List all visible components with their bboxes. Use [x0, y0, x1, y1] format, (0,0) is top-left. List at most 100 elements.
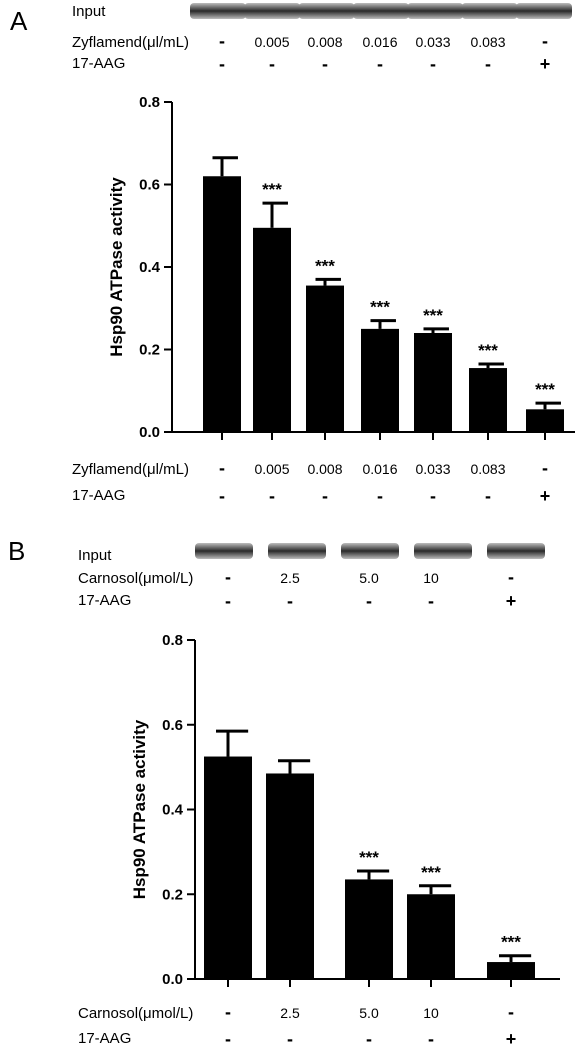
significance-marker: *** [359, 848, 379, 867]
y-tick-label: 0.8 [139, 94, 160, 111]
top-inhibitor-value: - [485, 54, 491, 74]
bottom-inhibitor-value: - [287, 1029, 293, 1049]
panel-letter: A [10, 6, 28, 36]
bar [306, 285, 344, 432]
top-treatment-value: - [542, 31, 548, 51]
y-tick-label: 0.6 [162, 717, 183, 734]
input-band [516, 3, 572, 19]
input-band [341, 543, 399, 559]
input-band [268, 543, 326, 559]
bottom-inhibitor-value: - [430, 486, 436, 506]
bar [266, 773, 314, 979]
bar [526, 409, 564, 432]
top-inhibitor-value: - [428, 591, 434, 611]
input-band [414, 543, 472, 559]
bottom-treatment-value: 0.008 [307, 461, 342, 477]
top-treatment-value: 0.033 [415, 34, 450, 50]
y-axis-label: Hsp90 ATPase activity [107, 177, 126, 357]
top-inhibitor-value: - [366, 591, 372, 611]
y-tick-label: 0.4 [162, 802, 184, 819]
significance-marker: *** [370, 298, 390, 317]
top-inhibitor-value: - [322, 54, 328, 74]
bottom-treatment-label: Zyflamend(μl/mL) [72, 461, 189, 478]
top-treatment-value: - [219, 31, 225, 51]
top-treatment-value: 0.008 [307, 34, 342, 50]
input-band [190, 3, 246, 19]
significance-marker: *** [421, 863, 441, 882]
top-treatment-value: - [508, 567, 514, 587]
bottom-inhibitor-value: - [269, 486, 275, 506]
input-label: Input [72, 3, 106, 20]
significance-marker: *** [423, 306, 443, 325]
top-inhibitor-label: 17-AAG [72, 55, 125, 72]
panel-b: B Input Carnosol(μmol/L) 17-AAG - - 2.5 - 5.0 - 10… [8, 536, 560, 1049]
significance-marker: *** [262, 180, 282, 199]
y-tick-label: 0.0 [139, 424, 160, 441]
significance-marker: *** [315, 256, 335, 275]
bottom-inhibitor-value: + [540, 486, 551, 506]
panel-a: A InputZyflamend(μl/mL)17-AAG--0.005-0.00… [10, 3, 575, 506]
significance-marker: *** [535, 380, 555, 399]
top-treatment-label: Carnosol(μmol/L) [78, 570, 193, 587]
bottom-treatment-value: - [542, 458, 548, 478]
bar [345, 879, 393, 979]
input-band [195, 543, 253, 559]
input-band [407, 3, 464, 19]
top-inhibitor-value: - [377, 54, 383, 74]
y-tick-label: 0.8 [162, 632, 183, 649]
bottom-inhibitor-value: + [506, 1029, 517, 1049]
top-treatment-value: 5.0 [359, 570, 379, 586]
bottom-inhibitor-value: - [225, 1029, 231, 1049]
bottom-inhibitor-value: - [366, 1029, 372, 1049]
top-inhibitor-value: - [430, 54, 436, 74]
bar [487, 962, 535, 979]
top-treatment-value: 0.083 [470, 34, 505, 50]
input-band [244, 3, 301, 19]
top-treatment-label: Zyflamend(μl/mL) [72, 34, 189, 51]
y-tick-label: 0.6 [139, 177, 160, 194]
bottom-inhibitor-label: 17-AAG [72, 487, 125, 504]
bar [361, 328, 399, 432]
bar [469, 368, 507, 432]
y-tick-label: 0.4 [139, 259, 161, 276]
top-inhibitor-value: - [287, 591, 293, 611]
bar [204, 756, 252, 979]
bottom-treatment-value: 0.005 [254, 461, 289, 477]
y-tick-label: 0.0 [162, 971, 183, 988]
top-treatment-value: 0.016 [362, 34, 397, 50]
top-treatment-value: - [225, 567, 231, 587]
input-band [487, 543, 545, 559]
input-band [461, 3, 518, 19]
bottom-treatment-value: 0.033 [415, 461, 450, 477]
input-band [298, 3, 355, 19]
bottom-treatment-value: - [219, 458, 225, 478]
y-tick-label: 0.2 [139, 342, 160, 359]
bottom-treatment-label: Carnosol(μmol/L) [78, 1005, 193, 1022]
top-treatment-value: 2.5 [280, 570, 300, 586]
bar [414, 333, 452, 432]
top-inhibitor-value: - [269, 54, 275, 74]
bottom-inhibitor-value: - [219, 486, 225, 506]
bar [407, 894, 455, 979]
significance-marker: *** [478, 341, 498, 360]
bottom-inhibitor-value: - [377, 486, 383, 506]
significance-marker: *** [501, 933, 521, 952]
top-treatment-value: 0.005 [254, 34, 289, 50]
top-inhibitor-value: + [506, 591, 517, 611]
input-band [353, 3, 409, 19]
bottom-inhibitor-label: 17-AAG [78, 1030, 131, 1047]
y-axis-label: Hsp90 ATPase activity [130, 719, 149, 899]
top-inhibitor-label: 17-AAG [78, 592, 131, 609]
panel-letter: B [8, 536, 25, 566]
bottom-treatment-value: 0.083 [470, 461, 505, 477]
bar [203, 176, 241, 432]
bottom-inhibitor-value: - [428, 1029, 434, 1049]
bottom-inhibitor-value: - [322, 486, 328, 506]
top-treatment-value: 10 [423, 570, 439, 586]
bottom-treatment-value: 2.5 [280, 1005, 300, 1021]
bottom-treatment-value: - [508, 1002, 514, 1022]
y-tick-label: 0.2 [162, 886, 183, 903]
bottom-treatment-value: 10 [423, 1005, 439, 1021]
bottom-treatment-value: - [225, 1002, 231, 1022]
